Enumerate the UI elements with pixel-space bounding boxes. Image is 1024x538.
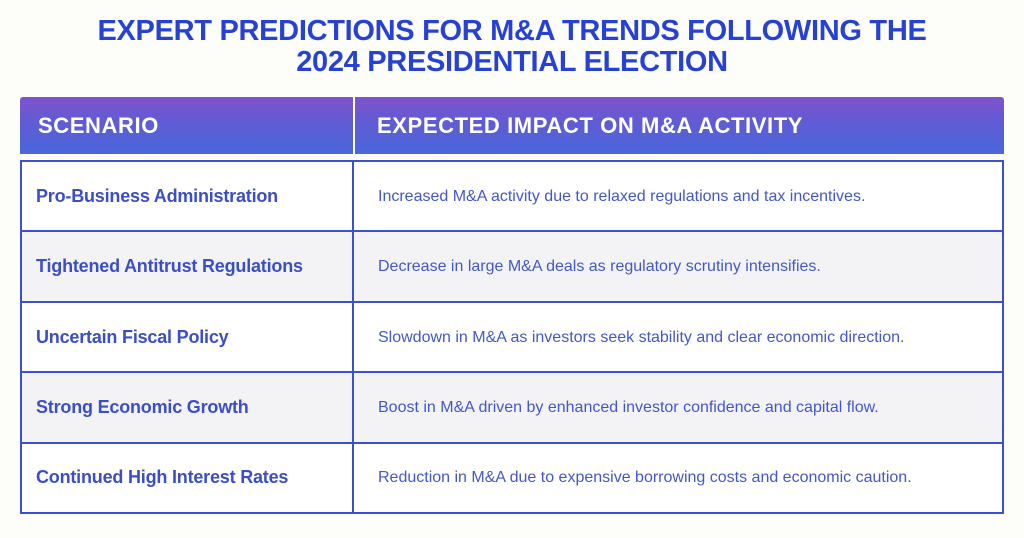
impact-cell: Increased M&A activity due to relaxed re… (378, 187, 866, 205)
prediction-table: Pro-Business Administration Increased M&… (20, 160, 1004, 514)
scenario-cell: Strong Economic Growth (22, 373, 354, 442)
impact-cell: Slowdown in M&A as investors seek stabil… (378, 328, 905, 346)
page-title-line1: EXPERT PREDICTIONS FOR M&A TRENDS FOLLOW… (97, 15, 927, 47)
header-cell-scenario: SCENARIO (38, 112, 159, 138)
table-row: Pro-Business Administration Increased M&… (22, 162, 1002, 231)
page-title-line2: 2024 PRESIDENTIAL ELECTION (296, 46, 728, 78)
impact-cell: Reduction in M&A due to expensive borrow… (378, 469, 912, 487)
impact-cell: Boost in M&A driven by enhanced investor… (378, 398, 879, 416)
header-cell-impact: EXPECTED IMPACT ON M&A ACTIVITY (377, 112, 804, 138)
scenario-cell: Continued High Interest Rates (22, 443, 354, 513)
table-row: Continued High Interest Rates Reduction … (22, 441, 1002, 513)
table-row: Tightened Antitrust Regulations Decrease… (22, 230, 1002, 301)
scenario-cell: Pro-Business Administration (22, 162, 354, 231)
scenario-cell: Tightened Antitrust Regulations (22, 232, 354, 301)
scenario-cell: Uncertain Fiscal Policy (22, 302, 354, 372)
page-title: EXPERT PREDICTIONS FOR M&A TRENDS FOLLOW… (0, 16, 1024, 78)
header-column-divider (353, 97, 355, 154)
table-header-row: SCENARIO EXPECTED IMPACT ON M&A ACTIVITY (20, 97, 1004, 154)
table-row: Uncertain Fiscal Policy Slowdown in M&A … (22, 300, 1002, 372)
table-row: Strong Economic Growth Boost in M&A driv… (22, 371, 1002, 442)
impact-cell: Decrease in large M&A deals as regulator… (378, 258, 821, 276)
